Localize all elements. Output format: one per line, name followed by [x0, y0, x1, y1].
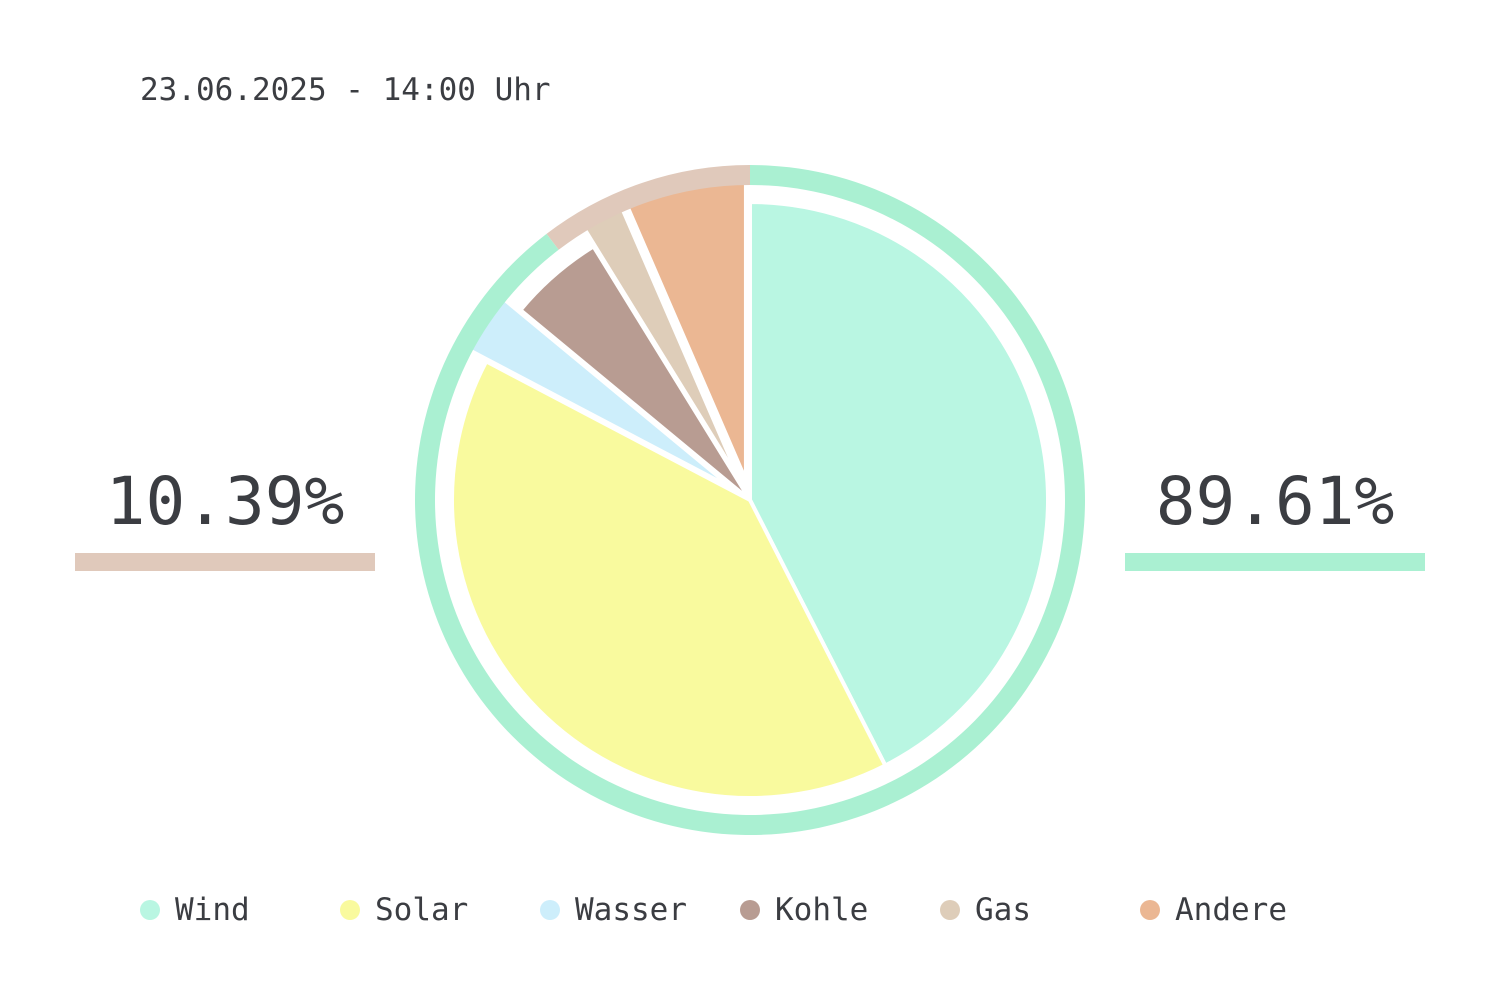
legend-label-wasser: Wasser: [575, 892, 687, 928]
legend-swatch-wasser: [540, 900, 560, 920]
timestamp-label: 23.06.2025 - 14:00 Uhr: [140, 72, 551, 108]
legend-swatch-wind: [140, 900, 160, 920]
fossil-share: 10.39%: [75, 462, 375, 571]
fossil-share-value: 10.39%: [105, 463, 345, 540]
legend-swatch-gas: [940, 900, 960, 920]
renewable-share-value: 89.61%: [1155, 463, 1395, 540]
legend-label-gas: Gas: [975, 892, 1031, 928]
legend-swatch-solar: [340, 900, 360, 920]
renewable-share: 89.61%: [1125, 462, 1425, 571]
legend-label-andere: Andere: [1175, 892, 1287, 928]
chart-legend: Wind Solar Wasser Kohle Gas Andere: [140, 890, 1390, 930]
pie-slice-wind: [748, 200, 1050, 768]
outer-ring-segment-1: [546, 165, 750, 250]
legend-label-wind: Wind: [175, 892, 250, 928]
legend-label-kohle: Kohle: [775, 892, 869, 928]
legend-swatch-kohle: [740, 900, 760, 920]
legend-swatch-andere: [1140, 900, 1160, 920]
fossil-share-bar: [75, 553, 375, 571]
legend-label-solar: Solar: [375, 892, 469, 928]
pie-slice-solar: [450, 359, 888, 800]
renewable-share-bar: [1125, 553, 1425, 571]
